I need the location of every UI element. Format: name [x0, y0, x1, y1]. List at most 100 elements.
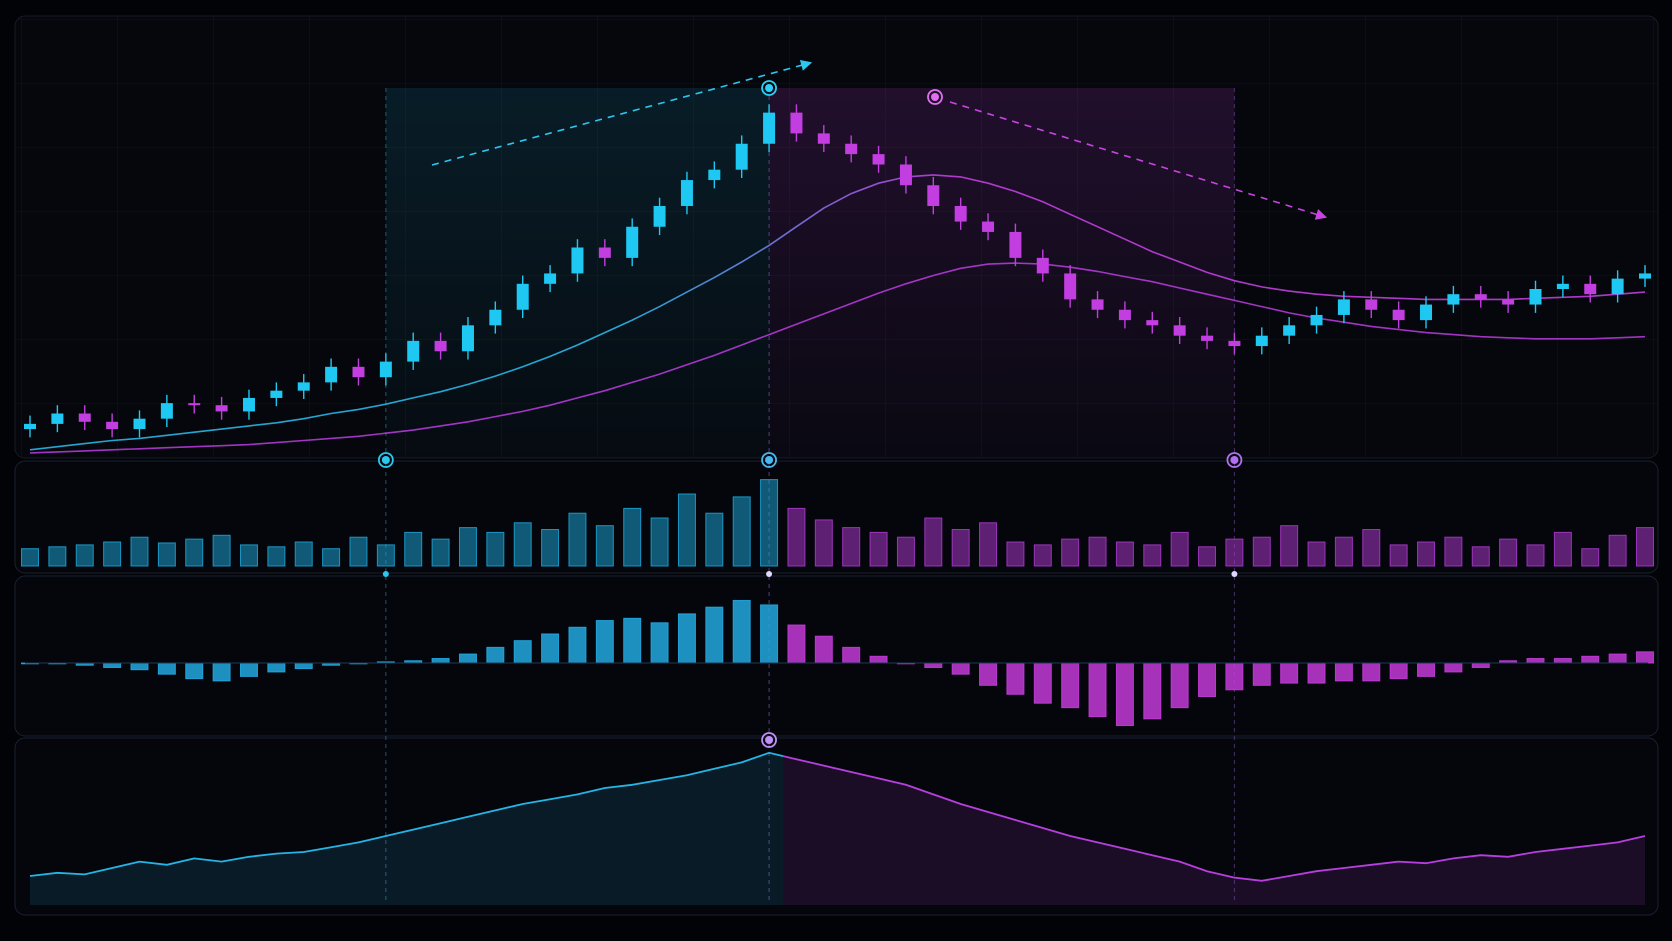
candle-body	[270, 390, 283, 398]
volume-bar	[760, 479, 779, 567]
macd-bar	[1225, 662, 1244, 691]
candle-body	[1365, 299, 1378, 310]
volume-bar	[513, 522, 532, 567]
candle-body	[1447, 294, 1460, 305]
macd-bar	[1526, 658, 1545, 664]
candle-body	[544, 273, 557, 284]
marker-dot	[765, 736, 774, 744]
marker-dot	[381, 456, 390, 464]
volume-bar	[677, 493, 696, 567]
candle-body	[24, 423, 36, 430]
volume-bar	[267, 546, 286, 567]
volume-bar	[814, 519, 833, 567]
candle-body	[1611, 278, 1624, 295]
volume-bar	[1389, 544, 1408, 567]
candle-body	[1036, 257, 1049, 274]
macd-bar	[568, 626, 587, 664]
macd-bar	[1307, 662, 1326, 684]
candle-body	[680, 180, 693, 206]
volume-bar	[924, 517, 943, 567]
volume-bar	[1143, 544, 1162, 567]
volume-bar	[1608, 534, 1627, 567]
volume-bar	[705, 512, 724, 567]
trend-arrow	[431, 59, 813, 166]
macd-bar	[1033, 662, 1052, 704]
volume-bar	[322, 548, 341, 567]
volume-bar	[623, 507, 642, 567]
volume-bar	[1417, 541, 1436, 567]
candle-body	[1420, 304, 1433, 321]
volume-bar	[541, 529, 560, 567]
macd-bar	[1061, 662, 1080, 709]
candle-body	[1556, 283, 1569, 289]
macd-bar	[157, 662, 176, 675]
macd-bar	[869, 655, 888, 664]
volume-bar	[458, 527, 477, 567]
volume-bar	[896, 536, 915, 567]
volume-bar	[1553, 531, 1572, 567]
candle-body	[1584, 283, 1597, 295]
volume-bar	[212, 534, 231, 567]
macd-bar	[951, 662, 970, 675]
volume-bar	[1033, 544, 1052, 567]
macd-bar	[1389, 662, 1408, 680]
candle-body	[1173, 325, 1186, 336]
volume-bar	[1444, 536, 1463, 567]
volume-panel	[14, 460, 1659, 574]
candle-body	[106, 421, 119, 430]
macd-bar	[1608, 653, 1627, 664]
macd-bar	[1280, 662, 1299, 684]
volume-bar	[239, 544, 258, 567]
candle-body	[1146, 320, 1159, 326]
candle-body	[653, 206, 666, 227]
macd-bar	[1444, 662, 1463, 673]
candle-body	[982, 221, 995, 232]
volume-bar	[294, 541, 313, 567]
marker-dot	[1231, 571, 1238, 577]
macd-bar	[814, 635, 833, 664]
macd-bar	[1115, 662, 1134, 727]
macd-bar	[103, 662, 122, 668]
volume-bar	[650, 517, 669, 567]
macd-bar	[732, 599, 751, 664]
candle-body	[1009, 231, 1022, 258]
macd-bar	[760, 604, 779, 664]
candle-body	[763, 112, 776, 144]
marker-ring	[761, 452, 777, 468]
candle-body	[1283, 325, 1296, 336]
candle-body	[242, 397, 255, 412]
candle-body	[1392, 309, 1405, 321]
volume-bar	[1006, 541, 1025, 567]
candle-body	[188, 403, 201, 406]
macd-bar	[842, 646, 861, 664]
marker-ring	[377, 452, 394, 468]
macd-bar	[705, 606, 724, 664]
candle-body	[1310, 314, 1323, 326]
candle-body	[1201, 335, 1214, 341]
volume-bar	[1170, 531, 1189, 567]
volume-bar	[1471, 546, 1490, 567]
volume-bar	[130, 536, 149, 567]
volume-bar	[842, 527, 861, 567]
macd-bar	[924, 662, 943, 668]
candle-body	[215, 405, 228, 412]
volume-bar	[404, 531, 423, 567]
volume-bar	[869, 531, 888, 567]
volume-bar	[1252, 536, 1271, 567]
volume-bar	[1115, 541, 1134, 567]
volume-bar	[185, 538, 204, 567]
volume-bar	[1280, 525, 1299, 567]
candle-body	[461, 325, 474, 352]
marker-dot	[765, 84, 774, 92]
candle-body	[78, 413, 91, 422]
candle-body	[352, 366, 365, 378]
candle-body	[1502, 299, 1515, 305]
volume-bar	[1636, 527, 1654, 567]
macd-bar	[1362, 662, 1381, 682]
macd-bar	[787, 624, 806, 664]
line-area	[30, 752, 1645, 905]
macd-bar	[1417, 662, 1436, 677]
macd-bar	[595, 620, 614, 664]
macd-bar	[1088, 662, 1107, 718]
macd-bar	[1006, 662, 1025, 695]
